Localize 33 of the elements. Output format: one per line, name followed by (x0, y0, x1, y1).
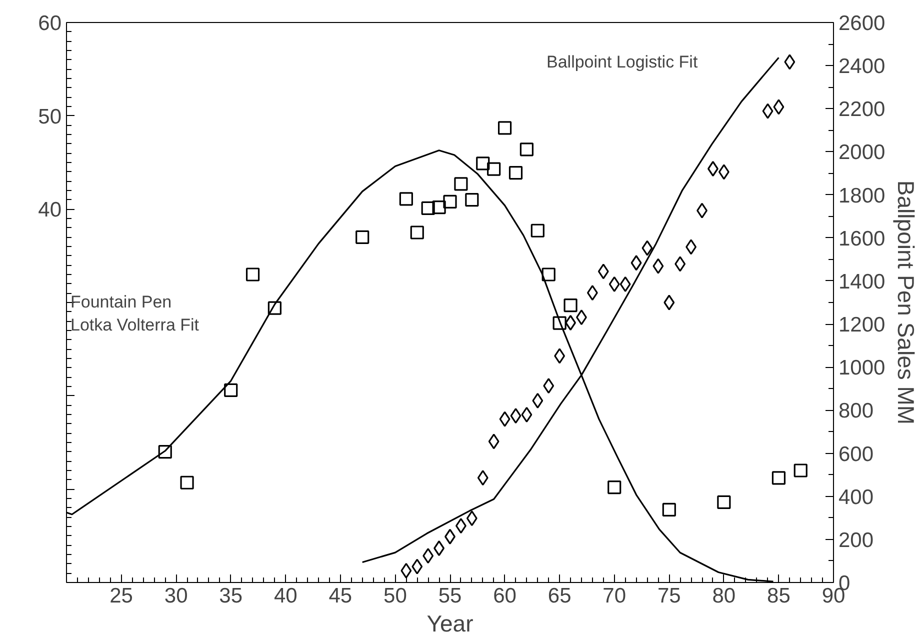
y2-tick-label: 1600 (838, 227, 886, 250)
y2-tick-label: 800 (838, 400, 874, 423)
y2-tick-label: 2400 (838, 55, 886, 78)
annotation: Fountain Pen Lotka Volterra Fit (70, 292, 200, 334)
y2-tick-label: 2600 (838, 12, 886, 35)
x-tick-label: 60 (493, 584, 516, 608)
x-axis-title: Year (426, 610, 474, 636)
x-tick-label: 35 (219, 584, 243, 608)
y-tick-label: 40 (38, 198, 62, 222)
x-tick-label: 80 (712, 584, 736, 608)
annotation: Ballpoint Logistic Fit (546, 52, 698, 72)
y2-tick-label: 600 (838, 442, 874, 466)
x-tick-label: 50 (384, 584, 407, 608)
y2-tick-label: 1800 (838, 184, 886, 208)
x-tick-label: 40 (274, 584, 298, 608)
y2-tick-label: 2200 (838, 98, 886, 122)
y2-tick-label: 1000 (838, 356, 886, 380)
x-tick-label: 85 (767, 584, 790, 608)
x-tick-label: 30 (164, 584, 188, 608)
y2-axis-title: Ballpoint Pen Sales MM (893, 180, 920, 425)
x-tick-label: 45 (328, 584, 352, 608)
y2-tick-label: 400 (838, 486, 874, 509)
x-tick-label: 70 (602, 584, 626, 608)
x-tick-label: 65 (548, 584, 572, 608)
y2-tick-label: 2000 (838, 141, 886, 164)
y-tick-label: 60 (38, 12, 62, 35)
y-tick-label: 50 (38, 105, 62, 128)
x-tick-label: 55 (438, 584, 462, 608)
y2-tick-label: 1400 (838, 270, 886, 294)
x-tick-label: 25 (110, 584, 133, 608)
x-tick-label: 75 (657, 584, 681, 608)
y2-tick-label: 200 (838, 528, 874, 552)
y2-tick-label: 1200 (838, 314, 886, 337)
